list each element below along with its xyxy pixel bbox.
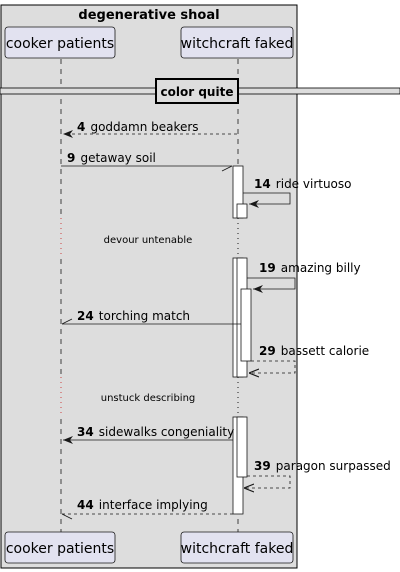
svg-text:34 sidewalks congeniality: 34 sidewalks congeniality — [77, 421, 234, 440]
group-box — [0, 4, 298, 569]
participant-label: witchcraft faked — [181, 541, 294, 557]
message-label: getaway soil — [80, 151, 155, 165]
message-number: 29 — [259, 344, 276, 358]
message-label: ride virtuoso — [276, 177, 352, 191]
message-label: goddamn beakers — [90, 120, 198, 134]
svg-text:39 paragon surpassed: 39 paragon surpassed — [254, 455, 391, 474]
activation-bar — [236, 203, 248, 219]
message-number: 39 — [254, 459, 271, 473]
message-label: sidewalks congeniality — [99, 425, 234, 439]
message-24: 24 torching match — [61, 305, 241, 325]
message-label: paragon surpassed — [276, 459, 391, 473]
activation-bar — [240, 288, 252, 362]
message-4: 4 goddamn beakers — [63, 116, 237, 138]
activation-bar — [236, 416, 248, 478]
participant-label: cooker patients — [6, 541, 114, 557]
svg-text:29 bassett calorie: 29 bassett calorie — [259, 340, 369, 359]
message-number: 24 — [77, 309, 94, 323]
participant-cooker-patients-top[interactable]: cooker patients — [4, 26, 116, 59]
message-29: 29 bassett calorie — [249, 340, 369, 373]
message-label: torching match — [99, 309, 190, 323]
message-44: 44 interface implying — [61, 494, 233, 520]
message-9: 9 getaway soil — [61, 147, 233, 172]
group-box-title: degenerative shoal — [78, 8, 219, 23]
delay-label: devour untenable — [104, 235, 193, 246]
svg-text:19 amazing billy: 19 amazing billy — [259, 257, 361, 276]
message-number: 14 — [254, 177, 271, 191]
divider-label: color quite — [161, 85, 234, 99]
delay-section-2: unstuck describing — [55, 377, 245, 417]
message-label: amazing billy — [281, 261, 361, 275]
participant-cooker-patients-bottom[interactable]: cooker patients — [4, 531, 116, 564]
message-label: bassett calorie — [281, 344, 369, 358]
message-39: 39 paragon surpassed — [244, 455, 391, 488]
svg-text:24 torching match: 24 torching match — [77, 305, 190, 324]
delay-label: unstuck describing — [101, 393, 196, 404]
participant-label: witchcraft faked — [181, 36, 294, 52]
participant-witchcraft-faked-bottom[interactable]: witchcraft faked — [180, 531, 294, 564]
participant-label: cooker patients — [6, 36, 114, 52]
message-number: 19 — [259, 261, 276, 275]
message-34: 34 sidewalks congeniality — [63, 421, 234, 444]
message-number: 4 — [77, 120, 85, 134]
svg-text:44 interface implying: 44 interface implying — [77, 494, 208, 513]
message-label: interface implying — [99, 498, 208, 512]
message-14: 14 ride virtuoso — [243, 173, 352, 208]
delay-section-1: devour untenable — [55, 218, 245, 258]
svg-text:14 ride virtuoso: 14 ride virtuoso — [254, 173, 352, 192]
svg-text:9 getaway soil: 9 getaway soil — [67, 147, 156, 166]
svg-text:4 goddamn beakers: 4 goddamn beakers — [77, 116, 199, 135]
participant-witchcraft-faked-top[interactable]: witchcraft faked — [180, 26, 294, 59]
message-number: 44 — [77, 498, 94, 512]
message-19: 19 amazing billy — [247, 257, 361, 293]
message-number: 34 — [77, 425, 94, 439]
divider: color quite — [0, 78, 400, 104]
message-number: 9 — [67, 151, 75, 165]
